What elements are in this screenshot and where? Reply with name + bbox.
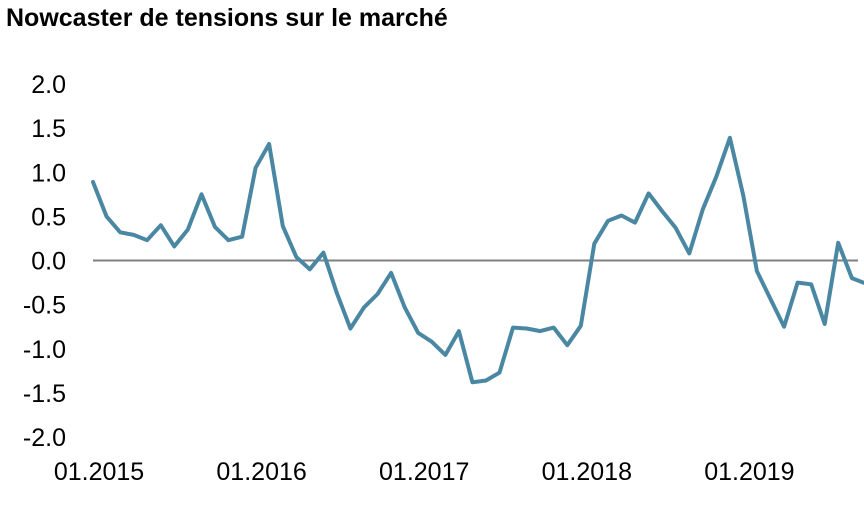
x-tick-label: 01.2017	[379, 458, 469, 486]
x-tick-label: 01.2015	[54, 458, 144, 486]
y-tick-label: -0.5	[23, 292, 66, 320]
y-tick-label: -1.5	[23, 380, 66, 408]
x-tick-label: 01.2016	[216, 458, 306, 486]
y-tick-label: 1.0	[31, 159, 66, 187]
series-line	[91, 135, 864, 385]
x-axis-tick-labels: 01.2015 01.2016 01.2017 01.2018 01.2019	[54, 458, 795, 486]
x-tick-label: 01.2018	[542, 458, 632, 486]
y-axis-tick-labels: 2.0 1.5 1.0 0.5 0.0 -0.5 -1.0 -1.5 -2.0	[23, 71, 66, 452]
y-tick-label: 0.0	[31, 248, 66, 276]
y-tick-label: 1.5	[31, 115, 66, 143]
y-tick-label: -2.0	[23, 424, 66, 452]
x-tick-label: 01.2019	[704, 458, 794, 486]
y-tick-label: 2.0	[31, 71, 66, 99]
y-tick-label: -1.0	[23, 336, 66, 364]
chart-title: Nowcaster de tensions sur le marché	[6, 4, 448, 32]
y-tick-label: 0.5	[31, 203, 66, 231]
